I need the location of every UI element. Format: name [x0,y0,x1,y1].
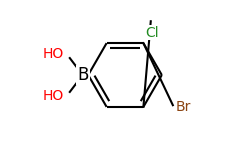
Text: B: B [77,66,89,84]
Text: HO: HO [43,89,64,103]
Text: Cl: Cl [146,26,159,40]
Text: Br: Br [176,100,191,114]
Text: HO: HO [43,47,64,61]
